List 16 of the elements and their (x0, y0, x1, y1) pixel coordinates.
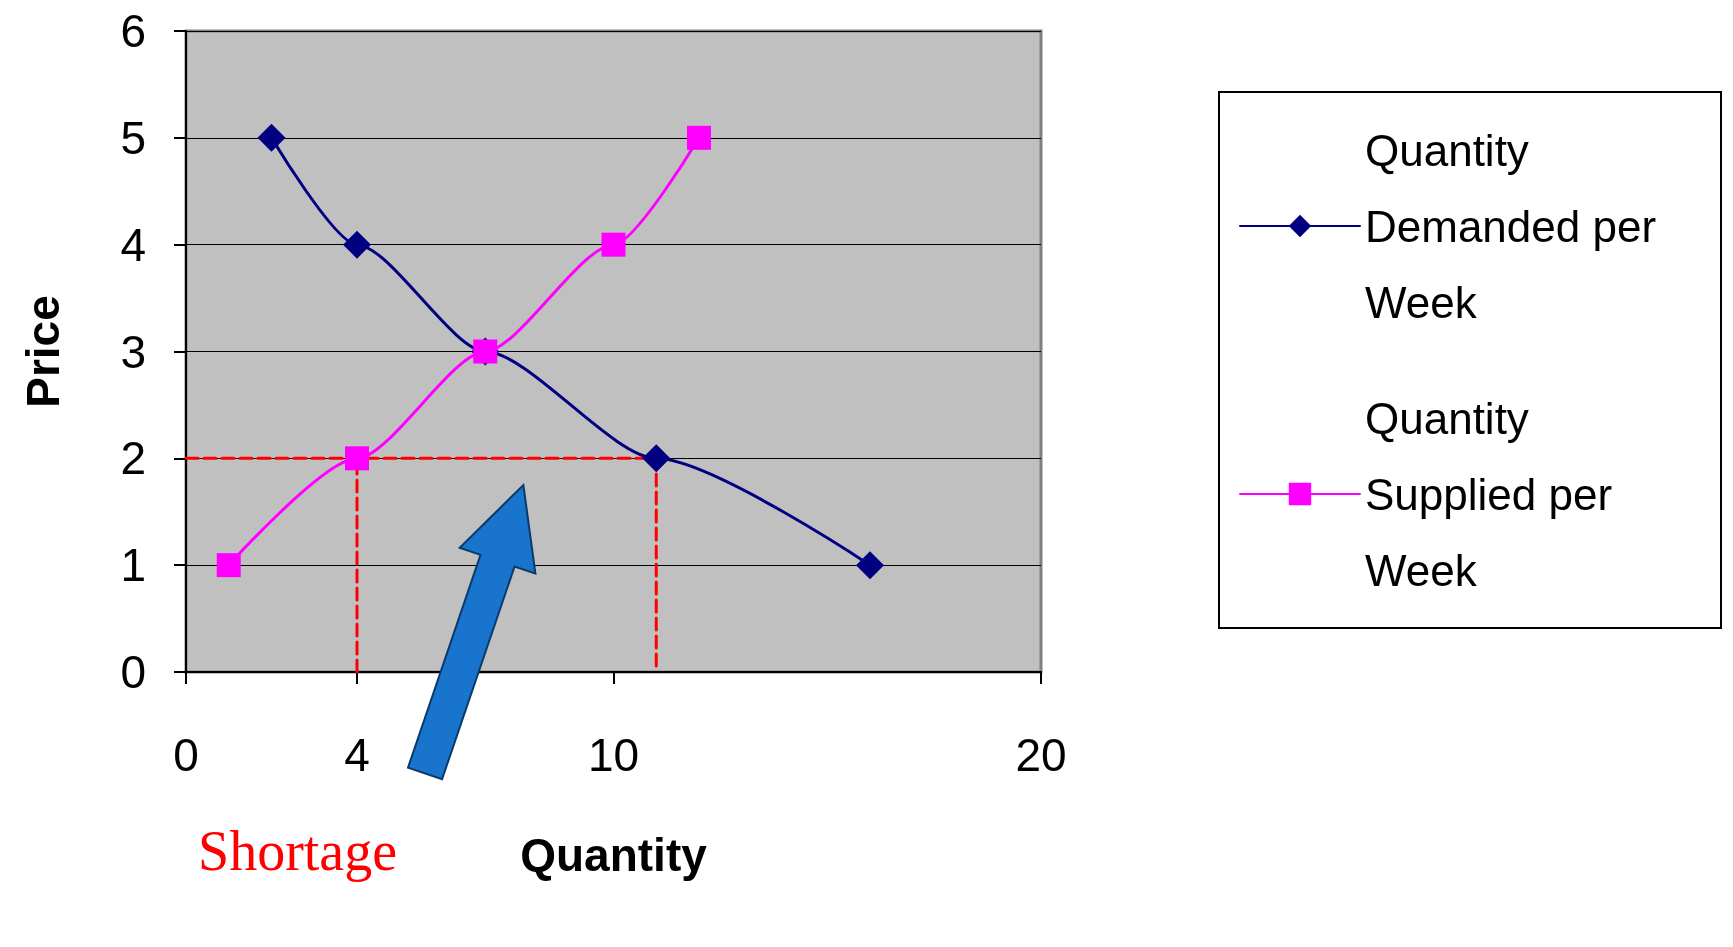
x-tick-label: 4 (344, 729, 370, 781)
y-tick-label: 0 (120, 646, 146, 698)
x-tick-label: 10 (587, 729, 640, 781)
y-tick-label: 2 (120, 432, 146, 485)
legend-label: Quantity Supplied per Week (1365, 393, 1625, 595)
y-tick-label: 4 (120, 218, 146, 271)
x-tick-label: 0 (173, 729, 199, 781)
legend-label: Quantity Demanded per Week (1365, 125, 1669, 327)
text: Shortage (198, 820, 398, 882)
y-tick-label: 1 (120, 539, 146, 592)
x-axis-title: Quantity (520, 829, 708, 881)
y-axis-title: Price (17, 295, 69, 408)
x-tick-label: 20 (1015, 729, 1067, 781)
y-tick-label: 5 (120, 111, 146, 164)
y-tick-label: 3 (120, 325, 146, 378)
y-tick-label: 6 (120, 5, 146, 57)
